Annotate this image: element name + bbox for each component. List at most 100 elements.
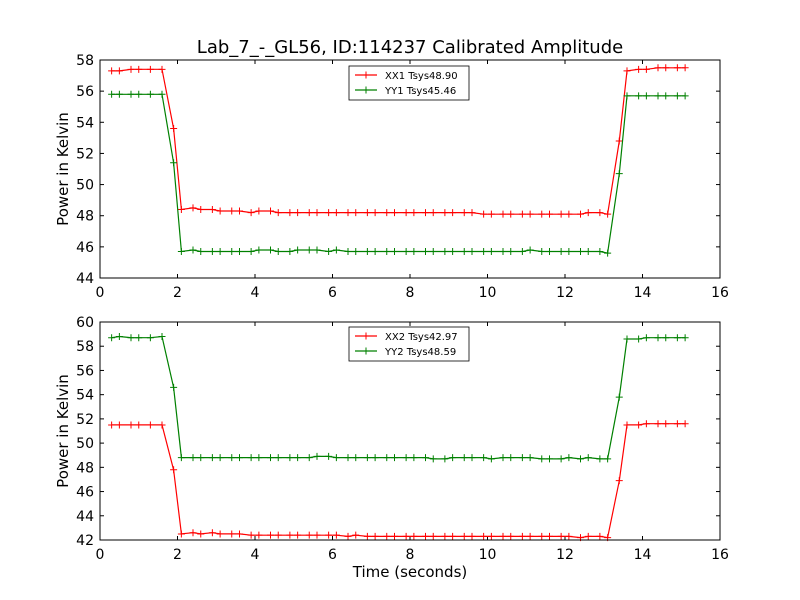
data-point: [526, 246, 534, 254]
data-point: [127, 421, 135, 429]
data-point: [460, 454, 468, 462]
legend-label: YY1 Tsys45.46: [384, 86, 456, 97]
data-point: [305, 531, 313, 539]
data-point: [344, 532, 352, 540]
y-tick-label: 60: [76, 315, 94, 331]
data-point: [170, 466, 178, 474]
data-point: [410, 532, 418, 540]
x-tick-label: 4: [251, 547, 260, 563]
data-point: [115, 421, 123, 429]
data-point: [449, 209, 457, 217]
data-point: [538, 210, 546, 218]
data-point: [662, 92, 670, 100]
y-tick-label: 52: [76, 146, 94, 162]
x-tick-label: 10: [479, 547, 497, 563]
data-point: [363, 454, 371, 462]
data-point: [352, 454, 360, 462]
data-point: [662, 334, 670, 342]
data-point: [371, 209, 379, 217]
data-point: [460, 532, 468, 540]
data-point: [247, 248, 255, 256]
data-point: [441, 532, 449, 540]
data-point: [208, 454, 216, 462]
data-point: [623, 92, 631, 100]
data-point: [422, 248, 429, 256]
x-tick-label: 6: [328, 285, 337, 301]
data-point: [255, 454, 263, 462]
data-point: [189, 529, 197, 537]
data-point: [615, 137, 623, 145]
data-point: [274, 531, 282, 539]
data-point: [623, 335, 631, 343]
data-point: [332, 531, 340, 539]
data-point: [422, 532, 429, 540]
x-axis-label: Time (seconds): [352, 563, 468, 581]
data-point: [441, 248, 449, 256]
x-tick-label: 16: [711, 547, 729, 563]
data-point: [422, 209, 429, 217]
y-tick-label: 42: [76, 533, 94, 549]
data-point: [410, 454, 418, 462]
data-point: [313, 209, 321, 217]
data-point: [468, 209, 476, 217]
x-tick-label: 12: [556, 547, 574, 563]
data-point: [332, 246, 340, 254]
data-point: [216, 248, 224, 256]
data-point: [596, 248, 604, 256]
data-point: [449, 532, 457, 540]
x-tick-label: 2: [173, 285, 182, 301]
data-point: [325, 452, 333, 460]
data-point: [146, 334, 154, 342]
data-point: [565, 248, 573, 256]
data-point: [402, 248, 410, 256]
data-point: [363, 532, 371, 540]
y-tick-label: 54: [76, 388, 94, 404]
data-point: [654, 420, 662, 428]
data-point: [615, 477, 623, 485]
data-point: [135, 421, 143, 429]
data-point: [170, 159, 178, 167]
data-point: [429, 209, 437, 217]
data-point: [391, 454, 398, 462]
data-point: [286, 531, 294, 539]
data-point: [313, 531, 321, 539]
data-point: [642, 334, 650, 342]
legend-marker: [362, 86, 370, 94]
data-point: [197, 205, 205, 213]
data-point: [332, 454, 340, 462]
data-point: [673, 420, 681, 428]
data-point: [499, 248, 507, 256]
data-point: [584, 454, 592, 462]
data-point: [170, 125, 178, 133]
data-point: [654, 334, 662, 342]
data-point: [410, 248, 418, 256]
x-tick-label: 4: [251, 285, 260, 301]
data-point: [596, 209, 604, 217]
data-point: [135, 65, 143, 73]
data-point: [518, 248, 526, 256]
series-line: [111, 423, 686, 539]
data-point: [294, 531, 302, 539]
data-point: [642, 420, 650, 428]
data-point: [371, 532, 379, 540]
data-point: [313, 246, 321, 254]
data-point: [127, 334, 135, 342]
data-point: [115, 90, 123, 98]
data-point: [325, 248, 333, 256]
data-point: [565, 532, 573, 540]
data-point: [197, 530, 205, 538]
data-point: [487, 210, 495, 218]
data-point: [383, 248, 391, 256]
data-point: [383, 532, 391, 540]
plot-frame: [99, 59, 721, 279]
data-point: [507, 454, 515, 462]
data-point: [267, 531, 274, 539]
data-point: [487, 248, 495, 256]
data-point: [146, 90, 154, 98]
data-point: [577, 248, 584, 256]
data-point: [615, 393, 623, 401]
data-point: [363, 209, 371, 217]
series-line: [111, 93, 686, 254]
data-point: [538, 532, 546, 540]
